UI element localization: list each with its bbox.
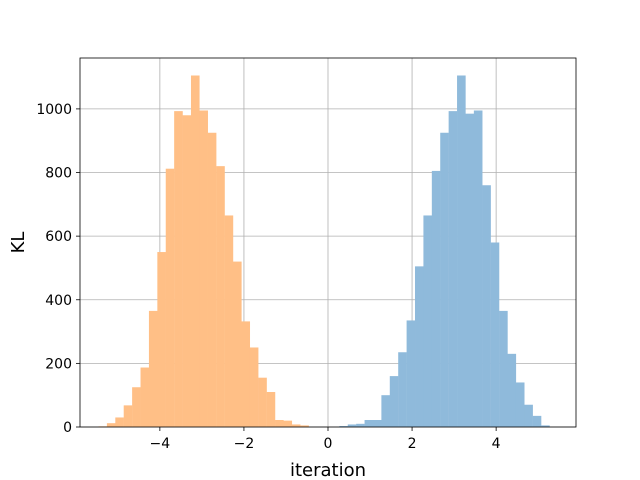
histogram-bars bbox=[98, 75, 550, 428]
y-tick-label: 800 bbox=[45, 166, 72, 182]
histogram-bar-series-2 bbox=[465, 113, 475, 428]
histogram-bar-series-1 bbox=[140, 367, 150, 427]
histogram-bar-series-1 bbox=[115, 417, 124, 427]
histogram-bar-series-2 bbox=[364, 420, 374, 427]
histogram-bar-series-1 bbox=[182, 115, 192, 428]
histogram-bar-series-2 bbox=[440, 132, 449, 427]
histogram-bar-series-2 bbox=[415, 266, 424, 427]
x-tick-label: 0 bbox=[324, 436, 333, 452]
y-tick-label: 400 bbox=[45, 293, 72, 309]
histogram-bar-series-1 bbox=[123, 405, 133, 427]
histogram-bar-series-2 bbox=[347, 424, 357, 427]
histogram-bar-series-1 bbox=[207, 132, 217, 427]
histogram-bar-series-1 bbox=[106, 423, 116, 427]
histogram-bar-series-1 bbox=[174, 111, 183, 427]
y-tick-label: 600 bbox=[45, 229, 72, 245]
histogram-bar-series-1 bbox=[157, 252, 166, 427]
y-tick-label: 1000 bbox=[36, 102, 72, 118]
histogram-bar-series-2 bbox=[339, 426, 348, 427]
histogram-bar-series-2 bbox=[406, 320, 416, 427]
axis-ticks: −4 −2 0 2 4 0 200 400 600 800 1000 bbox=[36, 102, 500, 452]
histogram-bar-series-2 bbox=[457, 75, 466, 427]
histogram-bar-series-2 bbox=[490, 242, 500, 427]
histogram-bar-series-1 bbox=[249, 347, 259, 427]
histogram-bar-series-2 bbox=[448, 111, 458, 427]
histogram-bar-series-2 bbox=[499, 310, 508, 427]
histogram-bar-series-2 bbox=[372, 420, 382, 427]
y-tick-label: 200 bbox=[45, 356, 72, 372]
histogram-bar-series-1 bbox=[241, 321, 251, 427]
histogram-bar-series-2 bbox=[524, 404, 533, 427]
histogram-bar-series-1 bbox=[199, 110, 208, 428]
histogram-bar-series-1 bbox=[190, 75, 200, 427]
histogram-bar-series-2 bbox=[515, 382, 525, 427]
histogram-bar-series-2 bbox=[482, 185, 491, 427]
histogram-bar-series-1 bbox=[233, 261, 242, 427]
histogram-bar-series-1 bbox=[291, 424, 301, 427]
x-axis-label: iteration bbox=[290, 460, 366, 480]
histogram-bar-series-2 bbox=[398, 352, 407, 427]
histogram-bar-series-1 bbox=[224, 215, 234, 427]
x-tick-label: −2 bbox=[234, 436, 255, 452]
y-axis-label: KL bbox=[8, 232, 29, 254]
histogram-bar-series-1 bbox=[283, 420, 293, 427]
histogram-bar-series-2 bbox=[473, 110, 483, 428]
histogram-bar-series-2 bbox=[507, 353, 517, 427]
histogram-bar-series-2 bbox=[541, 425, 550, 427]
histogram-bar-series-1 bbox=[258, 377, 267, 427]
histogram-bar-series-1 bbox=[275, 420, 284, 427]
histogram-bar-series-2 bbox=[381, 395, 390, 427]
histogram-bar-series-2 bbox=[532, 415, 542, 427]
histogram-bar-series-2 bbox=[356, 423, 365, 427]
y-tick-label: 0 bbox=[63, 420, 72, 436]
x-tick-label: 4 bbox=[492, 436, 501, 452]
histogram-bar-series-2 bbox=[389, 376, 399, 427]
histogram-bar-series-1 bbox=[266, 392, 276, 427]
histogram-bar-series-1 bbox=[300, 425, 309, 427]
histogram-bar-series-1 bbox=[216, 166, 225, 428]
histogram-bar-series-1 bbox=[165, 168, 175, 427]
histogram-bar-series-2 bbox=[431, 170, 441, 427]
histogram-bar-series-1 bbox=[132, 387, 141, 427]
x-tick-label: −4 bbox=[150, 436, 171, 452]
histogram-bar-series-1 bbox=[148, 310, 158, 427]
x-tick-label: 2 bbox=[408, 436, 417, 452]
histogram-bar-series-2 bbox=[423, 215, 433, 427]
